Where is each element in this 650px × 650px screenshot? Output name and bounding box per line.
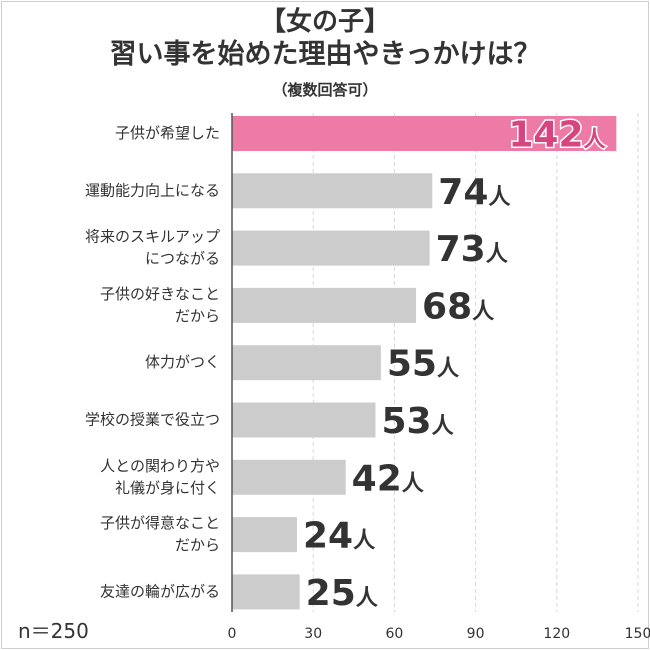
x-tick-label: 60 — [385, 626, 403, 642]
value-label: 68人 — [422, 286, 494, 327]
value-label: 25人 — [306, 573, 378, 614]
category-label: 礼儀が身に付く — [115, 479, 220, 497]
category-label: 将来のスキルアップ — [85, 228, 220, 246]
value-number: 42 — [352, 458, 402, 499]
value-number: 55 — [387, 344, 437, 385]
category-label: 体力がつく — [145, 353, 220, 371]
x-tick-label: 150 — [625, 626, 650, 642]
sample-size: n＝250 — [18, 619, 89, 643]
chart-subtitle: （複数回答可） — [272, 81, 378, 99]
value-label: 73人 — [436, 229, 508, 270]
value-number: 53 — [381, 401, 431, 442]
chart-title-line1: 【女の子】 — [259, 7, 390, 37]
value-label: 42人 — [352, 458, 424, 499]
value-number: 25 — [306, 573, 356, 614]
chart-title-line2: 習い事を始めた理由やきっかけは？ — [109, 39, 541, 70]
bar — [232, 173, 433, 209]
value-number: 24 — [303, 516, 353, 557]
category-label: だから — [175, 307, 220, 325]
x-tick-label: 30 — [304, 626, 322, 642]
value-unit: 人 — [402, 471, 424, 496]
value-label: 55人 — [387, 344, 459, 385]
value-unit: 人 — [472, 299, 494, 324]
value-label: 24人 — [303, 516, 375, 557]
bar — [232, 402, 376, 438]
bar — [232, 230, 430, 266]
value-number: 68 — [422, 286, 472, 327]
value-unit: 人 — [584, 128, 606, 153]
value-unit: 人 — [437, 357, 459, 382]
value-number: 74 — [438, 172, 488, 213]
value-unit: 人 — [488, 185, 510, 210]
category-label: だから — [175, 536, 220, 554]
x-tick-label: 120 — [543, 626, 570, 642]
category-label: 子供が得意なこと — [100, 514, 220, 532]
category-label: 友達の輪が広がる — [100, 582, 220, 600]
bar — [232, 574, 300, 610]
category-label: 子供の好きなこと — [100, 285, 220, 303]
bar — [232, 459, 346, 495]
bar — [232, 116, 617, 151]
value-number: 142 — [508, 115, 583, 156]
value-unit: 人 — [486, 242, 508, 267]
x-tick-label: 90 — [467, 626, 485, 642]
bar — [232, 287, 417, 323]
bar — [232, 517, 297, 553]
x-tick-label: 0 — [228, 626, 237, 642]
value-label: 53人 — [381, 401, 453, 442]
category-label: 人との関わり方や — [100, 457, 220, 475]
category-label: 学校の授業で役立つ — [85, 411, 220, 429]
value-number: 73 — [436, 229, 486, 270]
value-unit: 人 — [432, 414, 454, 439]
value-label: 74人 — [438, 172, 510, 213]
category-label: 子供が希望した — [115, 124, 220, 142]
category-label: につながる — [145, 250, 220, 268]
value-unit: 人 — [356, 586, 378, 611]
value-unit: 人 — [353, 529, 375, 554]
category-label: 運動能力向上になる — [85, 181, 220, 199]
value-label: 142人 — [508, 115, 605, 156]
bar — [232, 345, 381, 381]
